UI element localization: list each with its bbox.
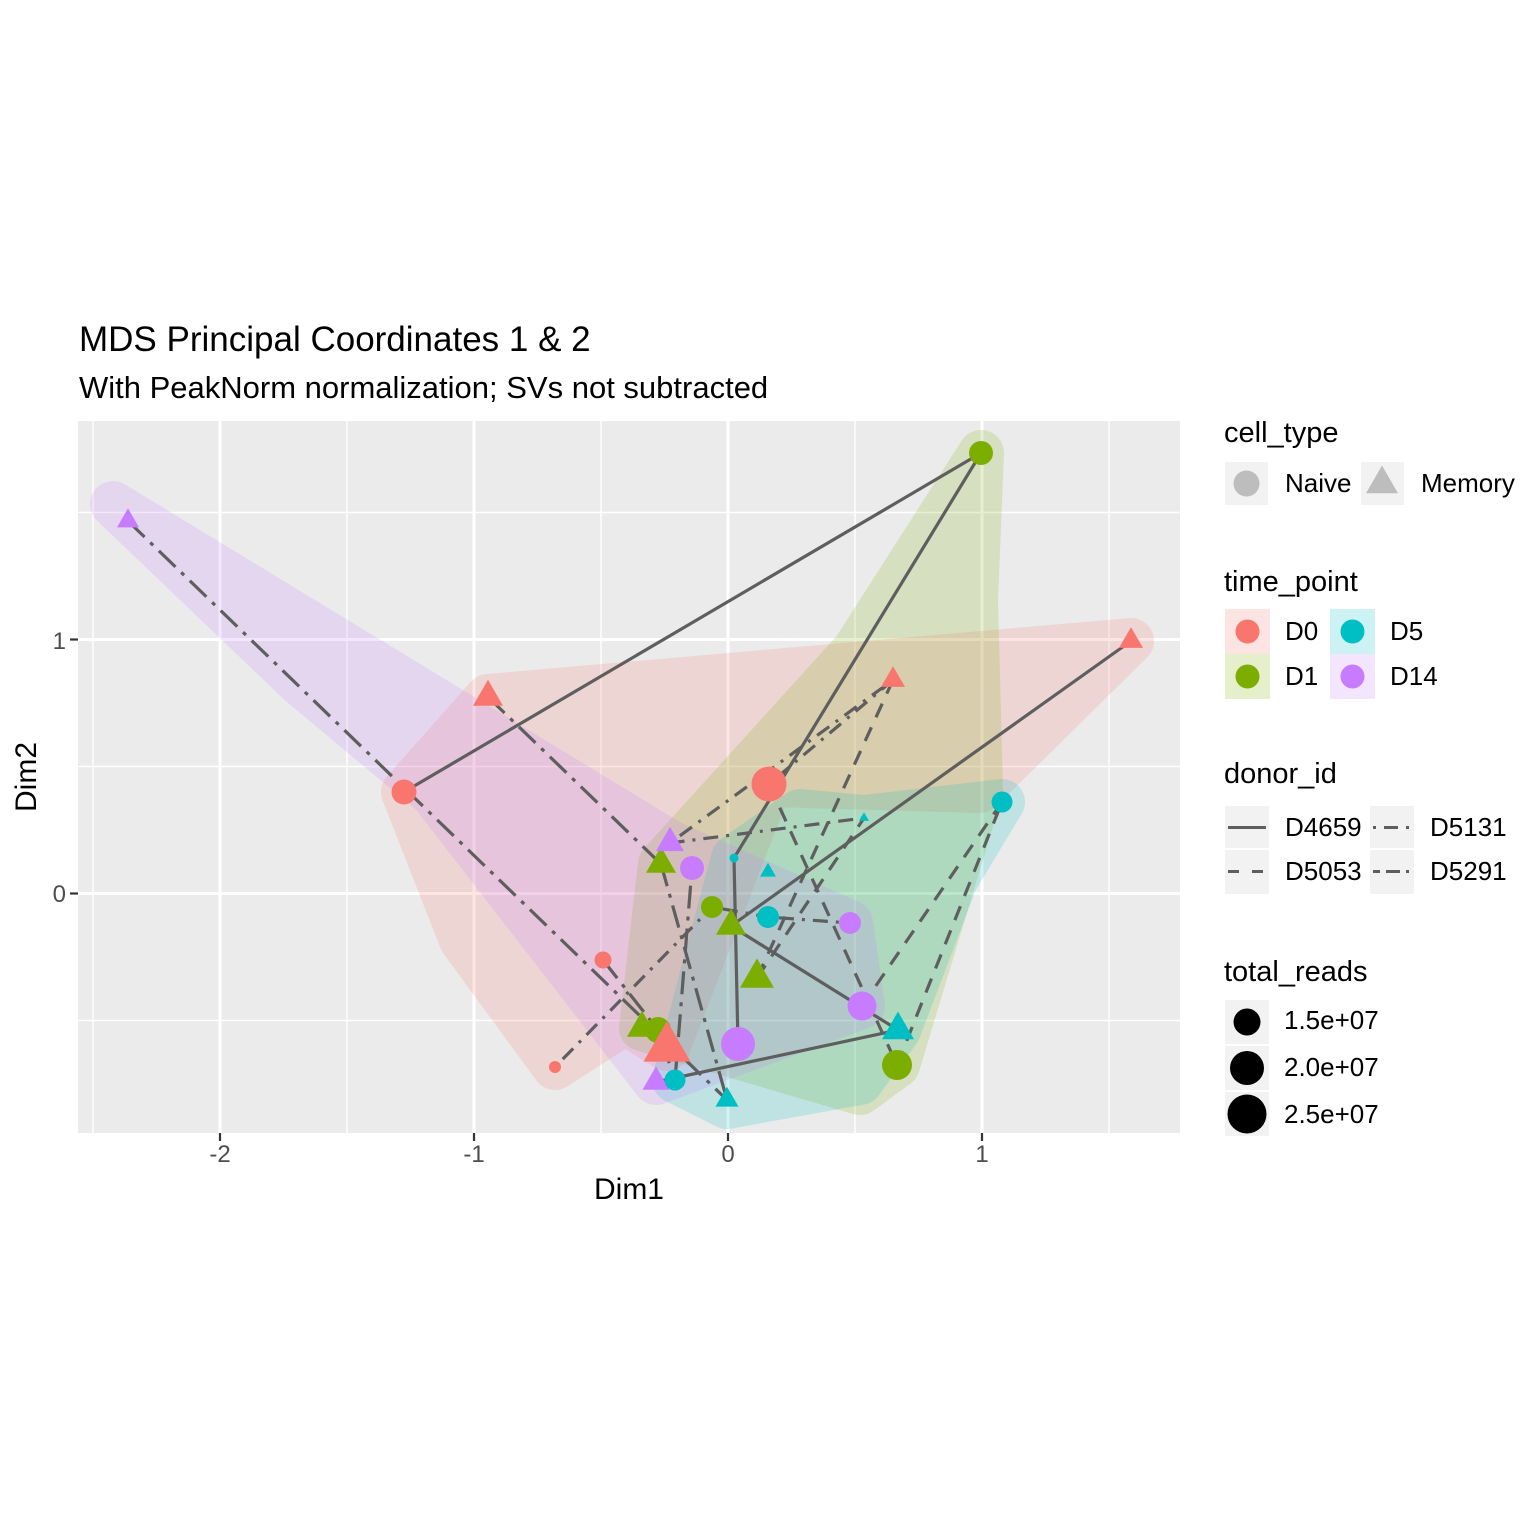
svg-text:donor_id: donor_id: [1224, 758, 1337, 790]
svg-text:With PeakNorm normalization; S: With PeakNorm normalization; SVs not sub…: [79, 370, 768, 405]
svg-text:D5053: D5053: [1285, 856, 1362, 886]
svg-text:1.5e+07: 1.5e+07: [1284, 1005, 1379, 1035]
svg-text:0: 0: [53, 881, 66, 908]
svg-text:D5291: D5291: [1430, 856, 1507, 886]
svg-text:total_reads: total_reads: [1224, 956, 1368, 988]
svg-text:Dim2: Dim2: [10, 742, 43, 812]
svg-text:1: 1: [53, 628, 66, 655]
svg-text:time_point: time_point: [1224, 566, 1358, 598]
svg-text:1: 1: [975, 1141, 988, 1168]
svg-text:Naive: Naive: [1285, 468, 1351, 498]
svg-text:D4659: D4659: [1285, 812, 1362, 842]
svg-text:D14: D14: [1390, 661, 1438, 691]
svg-text:Dim1: Dim1: [594, 1173, 664, 1206]
svg-text:0: 0: [721, 1141, 734, 1168]
svg-text:D5131: D5131: [1430, 812, 1507, 842]
svg-text:Memory: Memory: [1421, 468, 1515, 498]
svg-text:2.0e+07: 2.0e+07: [1284, 1052, 1379, 1082]
svg-text:-2: -2: [209, 1141, 230, 1168]
svg-text:2.5e+07: 2.5e+07: [1284, 1099, 1379, 1129]
svg-text:D0: D0: [1285, 616, 1318, 646]
svg-text:D5: D5: [1390, 616, 1423, 646]
svg-text:MDS Principal Coordinates 1 &: MDS Principal Coordinates 1 & 2: [79, 320, 591, 359]
svg-text:-1: -1: [463, 1141, 484, 1168]
svg-text:D1: D1: [1285, 661, 1318, 691]
svg-text:cell_type: cell_type: [1224, 417, 1338, 449]
